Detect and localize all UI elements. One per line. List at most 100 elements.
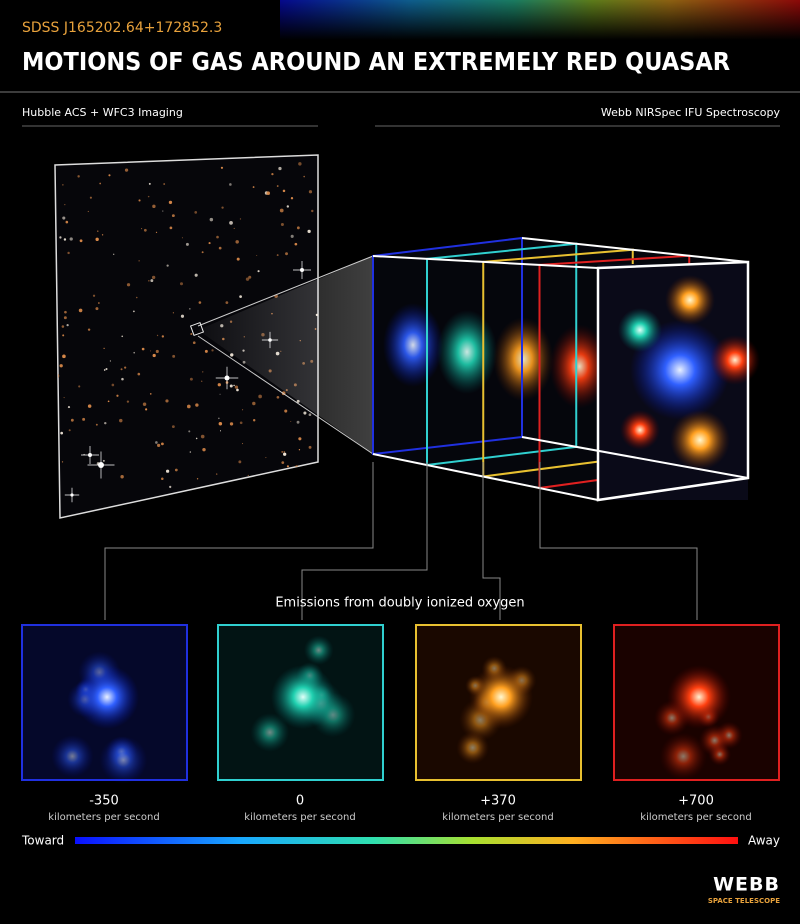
star <box>281 450 284 453</box>
star <box>137 372 141 376</box>
velocity-unit: kilometers per second <box>244 812 355 823</box>
star <box>179 282 183 286</box>
star <box>235 240 239 244</box>
star <box>298 437 302 441</box>
star <box>67 251 70 255</box>
star <box>69 237 73 241</box>
star <box>308 190 313 194</box>
star <box>271 172 274 176</box>
front-blob <box>670 410 730 470</box>
zoom-beam <box>198 256 373 454</box>
star <box>217 383 221 387</box>
star <box>112 253 115 256</box>
star <box>169 226 173 230</box>
star <box>307 229 311 234</box>
star <box>105 368 108 371</box>
star <box>174 468 178 472</box>
cube-edge <box>521 237 749 263</box>
velocity-unit: kilometers per second <box>48 812 159 823</box>
star <box>63 238 67 241</box>
panel-blob <box>659 732 707 781</box>
star <box>87 210 89 213</box>
velocity-unit: kilometers per second <box>442 812 553 823</box>
star <box>281 461 285 465</box>
logo-tagline: SPACE TELESCOPE <box>708 897 780 905</box>
star <box>252 401 256 406</box>
star <box>89 196 92 199</box>
star <box>97 230 99 232</box>
star <box>67 406 71 409</box>
star <box>95 307 99 311</box>
star <box>119 418 123 423</box>
star <box>286 205 290 208</box>
spectrum-fade <box>280 0 800 40</box>
star <box>135 296 138 299</box>
star <box>124 168 129 172</box>
panel-core <box>75 665 139 729</box>
star <box>219 393 221 395</box>
panel-frame <box>613 624 780 781</box>
star <box>120 368 123 371</box>
star <box>107 400 110 403</box>
star <box>116 394 119 397</box>
star <box>155 441 158 444</box>
star <box>242 409 244 411</box>
star <box>103 347 105 350</box>
star <box>192 341 196 345</box>
star <box>161 477 164 481</box>
star <box>248 275 252 279</box>
star <box>62 184 64 186</box>
star <box>294 242 298 246</box>
star <box>99 182 102 185</box>
star <box>279 208 284 213</box>
star <box>60 431 64 435</box>
star <box>101 234 104 236</box>
star <box>148 280 150 282</box>
star <box>155 349 159 353</box>
star <box>204 349 208 353</box>
star <box>276 395 280 399</box>
star <box>103 369 106 371</box>
star <box>308 413 312 417</box>
front-blob <box>618 308 662 352</box>
color-scale <box>75 837 738 844</box>
star <box>77 175 80 178</box>
star <box>147 195 150 198</box>
star <box>283 451 286 453</box>
star <box>138 199 141 202</box>
panel-core <box>667 665 731 729</box>
star <box>209 217 214 222</box>
star <box>195 403 199 407</box>
emission-blob <box>549 324 610 409</box>
star <box>152 204 156 209</box>
star <box>95 237 99 241</box>
star <box>157 443 161 447</box>
star <box>155 231 158 234</box>
star <box>284 409 288 413</box>
star <box>202 371 204 373</box>
data-cube <box>372 236 760 502</box>
star <box>189 377 193 381</box>
star <box>180 314 185 318</box>
star <box>233 227 235 229</box>
star <box>239 218 242 220</box>
panel-blob <box>698 724 731 757</box>
zoom-line <box>197 335 374 455</box>
star <box>196 478 199 480</box>
star <box>283 452 287 456</box>
star <box>142 402 147 406</box>
star <box>185 242 189 246</box>
star <box>229 422 234 426</box>
star <box>163 183 166 185</box>
star <box>132 310 135 313</box>
velocity: +370 <box>480 794 516 809</box>
star <box>276 254 279 257</box>
star <box>124 366 127 369</box>
left-label: Hubble ACS + WFC3 Imaging <box>22 106 183 119</box>
star <box>276 185 279 187</box>
panel-frame <box>21 624 188 781</box>
star <box>280 222 284 226</box>
star <box>188 430 191 433</box>
star <box>111 383 115 387</box>
star <box>120 475 124 479</box>
